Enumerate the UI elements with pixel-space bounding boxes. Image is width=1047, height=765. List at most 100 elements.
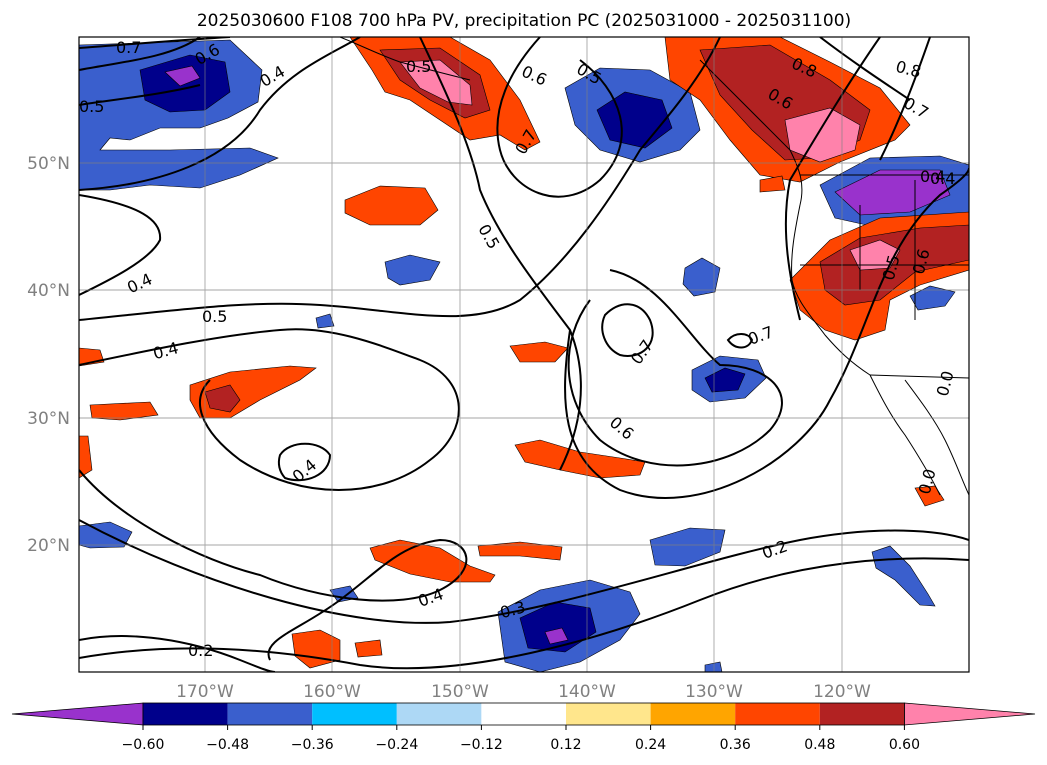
- pos-small-13: [759, 175, 786, 193]
- lat-label: 50°N: [27, 154, 70, 174]
- colorbar-tick-label: −0.12: [460, 737, 503, 753]
- coastline-canada: [699, 59, 803, 206]
- colorbar-tick-label: 0.48: [804, 737, 835, 753]
- latitude-labels: 50°N 40°N 30°N 20°N: [27, 154, 70, 556]
- map-title: 2025030600 F108 700 hPa PV, precipitatio…: [197, 11, 851, 31]
- contour-0.7-east: [879, 37, 931, 161]
- coastline-alaska: [339, 37, 471, 81]
- lon-label: 130°W: [685, 682, 743, 702]
- contour-0.7-nw: [79, 37, 231, 49]
- contour-0.2-sw: [79, 635, 276, 672]
- lon-label: 150°W: [431, 682, 489, 702]
- neg-small-1: [384, 254, 441, 286]
- colorbar-extend-low: [11, 702, 144, 726]
- negative-precip-regions: [79, 39, 969, 672]
- contour-0.6-loop: [567, 269, 783, 467]
- colorbar-ticks: [142, 725, 905, 730]
- lat-label: 30°N: [27, 409, 70, 429]
- contour-0.5-trough: [79, 37, 721, 321]
- pos-small-12: [914, 485, 945, 507]
- contour-label: 0.5: [202, 307, 227, 326]
- lon-label: 120°W: [813, 682, 871, 702]
- contour-0.4-mid: [79, 194, 162, 296]
- pos-small-9: [477, 541, 563, 561]
- neg-purple-nw: [164, 65, 201, 87]
- contour-0.7-closed: [601, 303, 654, 357]
- pos-small-6: [79, 435, 93, 479]
- colorbar-tick-label: 0.60: [889, 737, 920, 753]
- colorbar-tick-label: −0.60: [122, 737, 165, 753]
- contour-label: 0.5: [79, 97, 104, 116]
- pos-small-11: [354, 639, 383, 658]
- contour-0.2-south: [79, 557, 969, 670]
- pos-small-1: [344, 185, 439, 226]
- colorbar-tick-label: 0.24: [635, 737, 666, 753]
- contour-label: 0.5: [406, 57, 431, 76]
- pos-small-7: [514, 439, 646, 479]
- colorbar-segment: [396, 703, 482, 725]
- neg-core-3: [704, 367, 746, 393]
- contour-0.5-east: [564, 167, 969, 499]
- contour-0.4-main: [79, 328, 460, 491]
- colorbar-tick-label: −0.24: [375, 737, 418, 753]
- contour-label: 0.4: [920, 167, 945, 186]
- longitude-labels: 170°W 160°W 150°W 140°W 130°W 120°W: [176, 682, 871, 702]
- neg-purple-sc: [544, 627, 569, 645]
- border-us-mexico: [869, 374, 969, 379]
- colorbar-segment: [819, 703, 905, 725]
- pv-contours: [79, 37, 969, 672]
- contour-0.4-closed: [277, 442, 332, 482]
- colorbar-extend-high: [904, 702, 1036, 726]
- pos-core-3: [204, 384, 241, 413]
- pos-pink-e: [849, 239, 901, 271]
- neg-region-nw: [79, 39, 279, 191]
- lon-label: 140°W: [558, 682, 616, 702]
- neg-region-s: [649, 527, 726, 567]
- contour-0.6-trough: [496, 37, 623, 198]
- neg-small-2: [682, 257, 721, 297]
- contour-label: 0.2: [188, 641, 213, 660]
- map-frame: [78, 36, 970, 673]
- colorbar-frame: [142, 702, 905, 726]
- contour-0.6-nw: [79, 37, 201, 71]
- colorbar-segment: [735, 703, 820, 725]
- colorbar-segment: [143, 703, 228, 725]
- lon-label: 160°W: [303, 682, 361, 702]
- positive-precip-regions: [79, 37, 969, 669]
- contour-label: 0.4: [930, 169, 955, 188]
- colorbar-segment: [227, 703, 313, 725]
- coastline-baja: [869, 374, 941, 496]
- contour-0.8-east: [819, 37, 911, 101]
- pos-pink-n1: [399, 59, 473, 106]
- contour-0.7-small: [726, 333, 754, 349]
- colorbar-tick-label: 0.36: [720, 737, 751, 753]
- colorbar-segment: [566, 703, 651, 725]
- colorbar-tick-label: −0.48: [206, 737, 249, 753]
- coastline-us-west: [791, 204, 871, 376]
- colorbar-tick-label: 0.12: [550, 737, 581, 753]
- lon-label: 170°W: [176, 682, 234, 702]
- pos-small-5: [509, 341, 569, 363]
- coastline-mexico: [904, 379, 969, 496]
- neg-small-8: [704, 661, 723, 672]
- contour-0.5-nw: [79, 84, 201, 106]
- neg-small-5: [871, 545, 936, 607]
- coastlines: [339, 37, 969, 496]
- contour-0.5-ridge: [419, 37, 582, 471]
- contour-0.6-east: [784, 37, 881, 321]
- contour-0.4-nw: [79, 37, 361, 191]
- lat-label: 20°N: [27, 536, 70, 556]
- pos-small-4: [89, 401, 159, 421]
- neg-small-6: [909, 285, 956, 311]
- colorbar-tick-label: −0.36: [291, 737, 334, 753]
- colorbar: −0.60 −0.48 −0.36 −0.24 −0.12 0.12 0.24 …: [11, 702, 1036, 753]
- neg-small-4: [79, 521, 133, 549]
- colorbar-tick-labels: −0.60 −0.48 −0.36 −0.24 −0.12 0.12 0.24 …: [122, 737, 920, 753]
- contour-label: 0.7: [116, 38, 141, 57]
- contour-0.3-south: [79, 519, 969, 624]
- lat-label: 40°N: [27, 281, 70, 301]
- colorbar-segment: [312, 703, 397, 725]
- colorbar-segment: [481, 703, 566, 725]
- colorbar-segment: [650, 703, 736, 725]
